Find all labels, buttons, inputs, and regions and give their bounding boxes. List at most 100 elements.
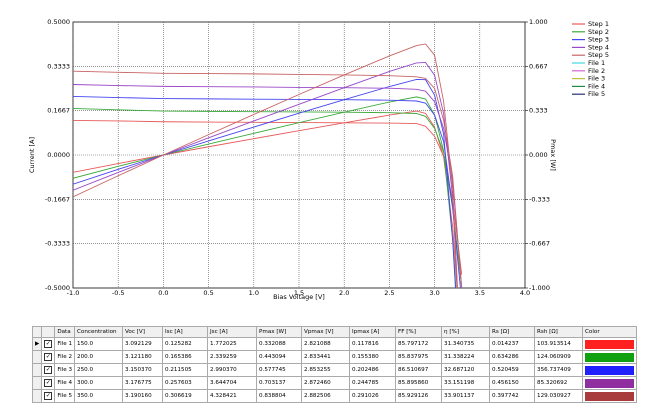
header-cell: Isc [A]: [162, 326, 209, 338]
table-cell: 86.510697: [395, 363, 443, 377]
curve: [73, 96, 457, 288]
table-cell: 2.872460: [301, 376, 351, 390]
header-cell: [31, 326, 43, 338]
color-swatch: [585, 391, 635, 401]
table-cell: File 5: [54, 389, 76, 403]
table-cell: 0.014237: [489, 337, 536, 351]
header-cell: Jsc [A]: [207, 326, 258, 338]
table-cell: 2.833441: [301, 350, 351, 364]
row-indicator: [31, 363, 43, 377]
table-cell: 0.306619: [162, 389, 209, 403]
table-cell: 356.737409: [534, 363, 584, 377]
header-cell: [41, 326, 56, 338]
y-tick-label: -0.3333: [45, 240, 70, 248]
checkbox[interactable]: ✓: [44, 340, 53, 348]
table-cell: 0.125282: [162, 337, 209, 351]
table-cell: 31.340735: [441, 337, 491, 351]
table-cell: 0.257603: [162, 376, 209, 390]
header-cell: Rs [Ω]: [489, 326, 536, 338]
checkbox-cell: ✓: [41, 389, 56, 403]
table-cell: 2.990370: [207, 363, 258, 377]
curve: [73, 108, 463, 288]
table-cell: 3.644704: [207, 376, 258, 390]
table-cell: 0.577745: [256, 363, 303, 377]
legend-label: File 1: [588, 59, 605, 67]
table-cell: 3.121180: [122, 350, 164, 364]
table-cell: 1.772025: [207, 337, 258, 351]
table-cell: 0.165386: [162, 350, 209, 364]
table-cell: 0.838804: [256, 389, 303, 403]
table-row: ✓ File 5 350.0 3.190160 0.306619 4.328421 0.83…: [31, 389, 638, 403]
curve: [73, 61, 458, 288]
checkbox[interactable]: ✓: [44, 379, 53, 387]
legend-label: File 3: [588, 75, 605, 83]
table-cell: 0.291026: [349, 389, 397, 403]
table-cell: 350.0: [74, 389, 124, 403]
x-tick-label: 3.5: [475, 289, 485, 297]
table-cell: File 1: [54, 337, 76, 351]
table-cell: 0.332088: [256, 337, 303, 351]
checkbox[interactable]: ✓: [44, 366, 53, 374]
legend-label: Step 4: [588, 43, 609, 51]
color-swatch: [585, 378, 635, 388]
table-row: ✓ File 4 300.0 3.176775 0.257603 3.644704 0.70…: [31, 376, 638, 390]
table-cell: File 3: [54, 363, 76, 377]
table-cell: 3.176775: [122, 376, 164, 390]
header-cell: Voc [V]: [122, 326, 164, 338]
table-row: ✓ File 3 250.0 3.150370 0.211505 2.990370 0.57…: [31, 363, 638, 377]
header-cell: Data: [54, 326, 76, 338]
x-tick-label: 2.0: [339, 289, 349, 297]
table-cell: 33.901137: [441, 389, 491, 403]
curve: [73, 96, 461, 288]
color-cell: [582, 389, 638, 403]
curve: [73, 84, 463, 288]
checkbox-cell: ✓: [41, 350, 56, 364]
checkbox[interactable]: ✓: [44, 392, 53, 400]
x-tick-label: 0.0: [158, 289, 168, 297]
legend-label: Step 3: [588, 36, 609, 44]
curve: [73, 79, 456, 288]
table-cell: File 4: [54, 376, 76, 390]
table-cell: 3.092129: [122, 337, 164, 351]
x-tick-label: 1.0: [249, 289, 259, 297]
table-cell: 250.0: [74, 363, 124, 377]
table-cell: 0.703137: [256, 376, 303, 390]
table-cell: 85.895860: [395, 376, 443, 390]
x-tick-label: -0.5: [112, 289, 125, 297]
color-cell: [582, 376, 638, 390]
header-cell: Pmax [W]: [256, 326, 303, 338]
table-cell: 3.190160: [122, 389, 164, 403]
y2-tick-label: -0.667: [529, 240, 550, 248]
table-cell: 2.339259: [207, 350, 258, 364]
legend-label: Step 2: [588, 28, 609, 36]
y-tick-label: -0.1667: [45, 195, 70, 203]
row-indicator: [31, 389, 43, 403]
table-cell: 4.328421: [207, 389, 258, 403]
table-cell: 129.030927: [534, 389, 584, 403]
table-cell: 0.244785: [349, 376, 397, 390]
table-cell: 0.634286: [489, 350, 536, 364]
table-cell: 85.929126: [395, 389, 443, 403]
table-cell: 85.320692: [534, 376, 584, 390]
x-tick-label: 0.5: [203, 289, 213, 297]
y-axis-label: Current [A]: [28, 137, 36, 173]
y2-tick-label: -0.333: [529, 195, 550, 203]
table-cell: 200.0: [74, 350, 124, 364]
y-tick-label: 0.0000: [47, 151, 70, 159]
x-tick-label: 4.0: [520, 289, 530, 297]
x-axis-label: Bias Voltage [V]: [273, 293, 325, 301]
header-cell: Concentration: [74, 326, 124, 338]
color-swatch: [585, 352, 635, 362]
table-cell: 0.397742: [489, 389, 536, 403]
x-tick-label: 3.0: [429, 289, 439, 297]
legend-label: Step 5: [588, 51, 609, 59]
checkbox[interactable]: ✓: [44, 353, 53, 361]
header-cell: Rsh [Ω]: [534, 326, 584, 338]
header-cell: Vpmax [V]: [301, 326, 351, 338]
table-cell: 2.882506: [301, 389, 351, 403]
table-cell: 103.913514: [534, 337, 584, 351]
curve: [73, 70, 463, 288]
legend-label: Step 1: [588, 20, 609, 28]
plot-lines: [73, 43, 463, 288]
